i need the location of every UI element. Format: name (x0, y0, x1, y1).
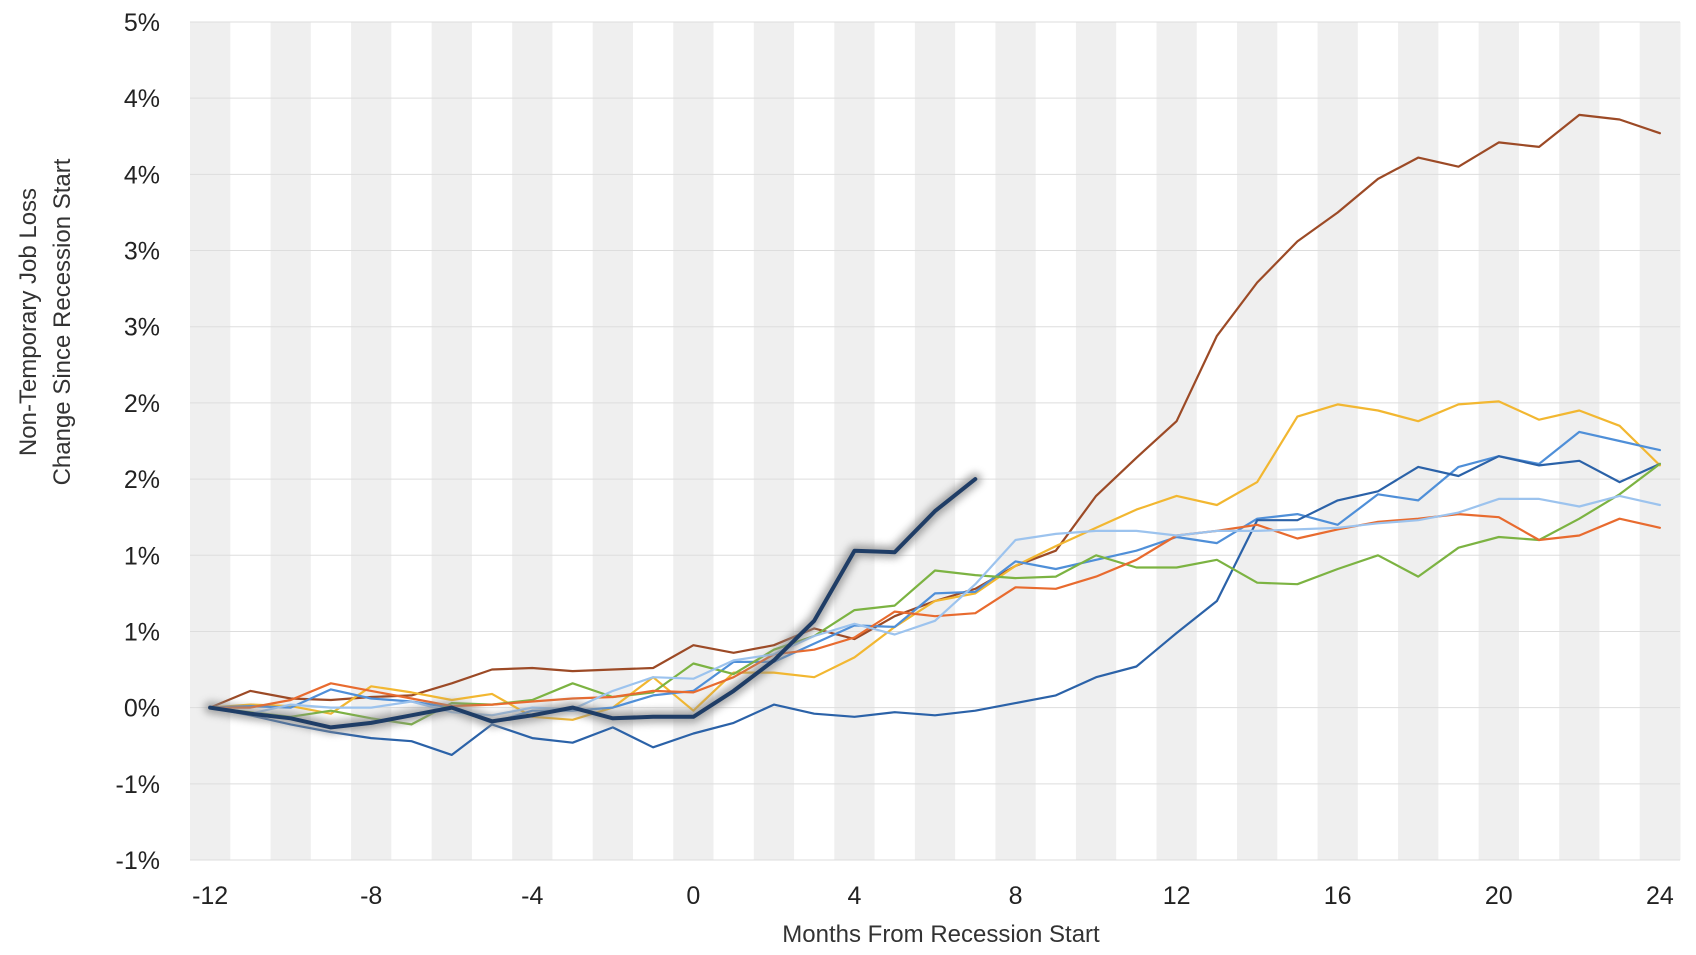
month-band (1639, 22, 1681, 860)
month-band (995, 22, 1037, 860)
month-band (552, 22, 594, 860)
month-band (1196, 22, 1238, 860)
x-tick-label: -4 (521, 882, 543, 910)
month-band (1357, 22, 1399, 860)
y-axis-tick-labels: 5% 4% 4% 3% 3% 2% 2% 1% 1% 0% -1% -1% (116, 9, 160, 875)
month-band (1518, 22, 1560, 860)
month-band (230, 22, 272, 860)
x-tick-label: 12 (1163, 882, 1191, 910)
series-line-8 (208, 477, 978, 730)
y-tick-label: 4% (124, 85, 160, 113)
y-tick-label: 5% (124, 9, 160, 37)
y-tick-label: 2% (124, 466, 160, 494)
y-tick-label: 2% (124, 390, 160, 418)
month-band (753, 22, 795, 860)
x-axis-title: Months From Recession Start (782, 921, 1100, 948)
gridlines (190, 21, 1680, 861)
x-axis-tick-labels: -12 -8 -4 0 4 8 12 16 20 24 (192, 882, 1674, 910)
month-band (713, 22, 755, 860)
month-band (391, 22, 433, 860)
x-tick-label: -8 (360, 882, 382, 910)
month-band (351, 22, 392, 860)
x-tick-label: 4 (848, 882, 862, 910)
y-tick-label: -1% (116, 771, 160, 799)
x-tick-label: 20 (1485, 882, 1513, 910)
month-band (190, 22, 231, 860)
month-band (1035, 22, 1077, 860)
y-axis-title-line-1: Non-Temporary Job Loss (15, 188, 42, 456)
month-band (1478, 22, 1520, 860)
month-band (1398, 22, 1439, 860)
month-band (1277, 22, 1319, 860)
month-band (1559, 22, 1600, 860)
month-band (270, 22, 312, 860)
x-tick-label: 16 (1324, 882, 1352, 910)
month-band (1317, 22, 1359, 860)
background-bands (190, 22, 1681, 860)
month-band (1156, 22, 1198, 860)
month-band (1075, 22, 1117, 860)
month-band (955, 22, 996, 860)
month-band (632, 22, 674, 860)
y-tick-label: -1% (116, 847, 160, 875)
month-band (794, 22, 835, 860)
series-line-4 (209, 455, 1662, 757)
x-tick-label: 8 (1009, 882, 1023, 910)
month-band (431, 22, 473, 860)
series-lines (204, 113, 1662, 757)
y-tick-label: 1% (124, 542, 160, 570)
month-band (874, 22, 916, 860)
y-tick-label: 3% (124, 238, 160, 266)
y-tick-label: 3% (124, 314, 160, 342)
month-band (1116, 22, 1157, 860)
month-band (1237, 22, 1278, 860)
y-axis-title-line-2: Change Since Recession Start (49, 158, 76, 485)
y-tick-label: 1% (124, 618, 160, 646)
month-band (834, 22, 876, 860)
y-tick-label: 4% (124, 161, 160, 189)
series-line-2 (209, 400, 1662, 721)
month-band (914, 22, 956, 860)
x-tick-label: 0 (686, 882, 700, 910)
y-tick-label: 0% (124, 695, 160, 723)
month-band (1438, 22, 1480, 860)
x-tick-label: 24 (1646, 882, 1674, 910)
x-tick-label: -12 (192, 882, 228, 910)
